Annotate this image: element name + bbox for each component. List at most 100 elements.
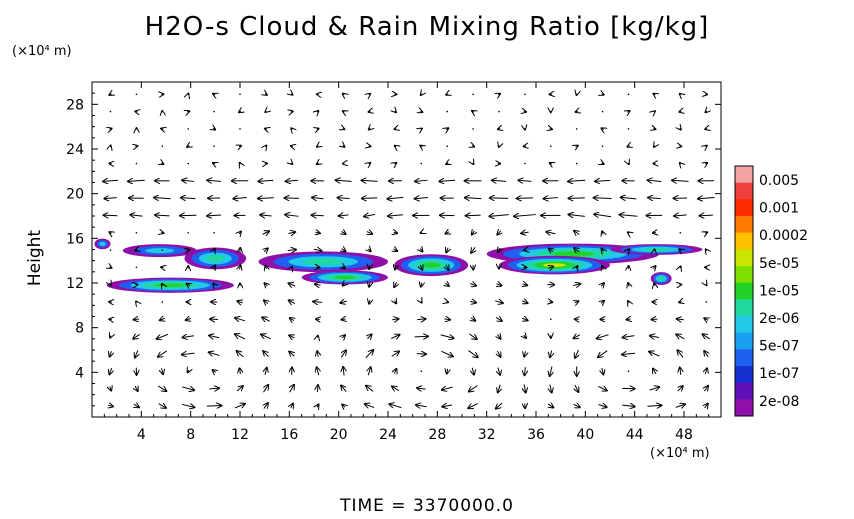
wind-vector-311 xyxy=(523,284,528,285)
wind-vector-141 xyxy=(291,267,292,268)
wind-vector-74 xyxy=(187,111,189,112)
wind-vector-296 xyxy=(489,215,509,217)
wind-vector-25 xyxy=(136,301,137,302)
wind-vector-53 xyxy=(161,145,164,148)
wind-vector-261 xyxy=(446,163,448,164)
wind-vector-318 xyxy=(524,162,526,165)
wind-vector-260 xyxy=(439,180,456,181)
wind-vector-331 xyxy=(548,267,553,269)
wind-vector-69 xyxy=(181,198,196,199)
wind-vector-161 xyxy=(313,249,322,251)
wind-vector-343 xyxy=(575,384,578,392)
wind-vector-107 xyxy=(233,198,247,199)
wind-vector-71 xyxy=(187,162,189,165)
wind-vector-187 xyxy=(343,129,345,130)
wind-vector-286 xyxy=(498,384,500,393)
colorbar-swatch-9 xyxy=(735,316,753,334)
wind-vector-268 xyxy=(472,367,474,375)
wind-vector-329 xyxy=(549,302,552,303)
wind-vector-282 xyxy=(472,128,474,130)
wind-vector-277 xyxy=(466,215,481,216)
wind-vector-236 xyxy=(420,265,422,270)
colorbar-swatch-1 xyxy=(735,182,753,200)
wind-vector-447 xyxy=(705,232,707,233)
colorbar-swatch-3 xyxy=(735,216,753,234)
cloud-band-1 xyxy=(122,244,197,258)
wind-vector-167 xyxy=(317,146,318,147)
wind-vector-134 xyxy=(290,385,294,393)
wind-vector-85 xyxy=(213,249,215,252)
wind-vector-186 xyxy=(343,146,345,147)
wind-vector-368 xyxy=(601,283,604,286)
wind-vector-196 xyxy=(369,300,370,303)
y-tick-label-3: 16 xyxy=(66,231,84,247)
wind-vector-435 xyxy=(679,111,681,112)
wind-vector-332 xyxy=(549,249,553,252)
wind-vector-431 xyxy=(672,180,689,181)
wind-vector-129 xyxy=(265,146,266,147)
wind-vector-221 xyxy=(387,197,404,199)
wind-vector-323 xyxy=(548,404,553,408)
wind-vector-178 xyxy=(343,284,345,286)
wind-vector-43 xyxy=(160,318,165,320)
wind-vector-48 xyxy=(161,232,163,233)
wind-vector-342 xyxy=(573,404,580,407)
wind-vector-7 xyxy=(110,284,111,285)
wind-vector-416 xyxy=(654,111,655,112)
wind-vector-439 xyxy=(705,368,707,375)
wind-vector-351 xyxy=(574,248,579,252)
wind-vector-99 xyxy=(235,334,246,340)
cloud-band-2 xyxy=(184,247,247,270)
wind-vector-402 xyxy=(649,352,660,357)
wind-vector-392 xyxy=(621,197,637,199)
wind-vector-114 xyxy=(264,403,268,408)
wind-vector-419 xyxy=(678,386,683,391)
wind-vector-324 xyxy=(550,384,552,393)
wind-vector-379 xyxy=(602,94,604,95)
wind-vector-257 xyxy=(445,232,449,234)
wind-vector-117 xyxy=(263,351,270,358)
wind-vector-440 xyxy=(704,351,708,358)
wind-vector-241 xyxy=(415,180,428,181)
wind-vector-166 xyxy=(317,163,319,164)
wind-vector-349 xyxy=(573,284,580,286)
wind-vector-197 xyxy=(369,283,370,287)
colorbar-label-6: 5e-07 xyxy=(759,339,799,355)
wind-vector-449 xyxy=(698,197,715,198)
wind-vector-328 xyxy=(550,318,552,321)
wind-vector-225 xyxy=(394,129,396,130)
wind-vector-391 xyxy=(620,215,638,217)
wind-vector-22 xyxy=(135,350,138,357)
wind-vector-429 xyxy=(674,215,687,216)
wind-vector-151 xyxy=(291,94,292,95)
wind-vector-292 xyxy=(497,284,502,286)
wind-vector-47 xyxy=(161,249,164,251)
wind-vector-1 xyxy=(110,386,111,390)
wind-vector-428 xyxy=(679,231,682,234)
wind-vector-52 xyxy=(161,163,163,164)
wind-vector-215 xyxy=(395,301,397,304)
wind-vector-37 xyxy=(135,93,138,96)
colorbar-swatch-7 xyxy=(735,282,753,300)
wind-vector-140 xyxy=(289,283,296,286)
wind-vector-116 xyxy=(265,368,267,375)
wind-vector-59 xyxy=(188,370,189,372)
wind-vector-8 xyxy=(109,267,111,268)
wind-vector-79 xyxy=(209,352,220,355)
wind-vector-426 xyxy=(680,266,681,268)
wind-vector-18 xyxy=(109,94,111,95)
cloud-band-8 xyxy=(499,255,610,275)
wind-vector-253 xyxy=(446,302,448,303)
wind-vector-310 xyxy=(522,301,527,303)
wind-vector-192 xyxy=(368,367,370,376)
wind-vector-195 xyxy=(368,318,371,321)
cloud-field xyxy=(94,238,703,293)
wind-vector-356 xyxy=(575,162,578,165)
wind-vector-64 xyxy=(187,284,190,286)
wind-vector-60 xyxy=(182,353,195,355)
wind-vector-62 xyxy=(186,318,191,320)
wind-vector-346 xyxy=(574,335,581,338)
wind-vector-386 xyxy=(628,301,629,303)
wind-vector-220 xyxy=(388,215,403,216)
wind-vector-326 xyxy=(550,350,552,358)
